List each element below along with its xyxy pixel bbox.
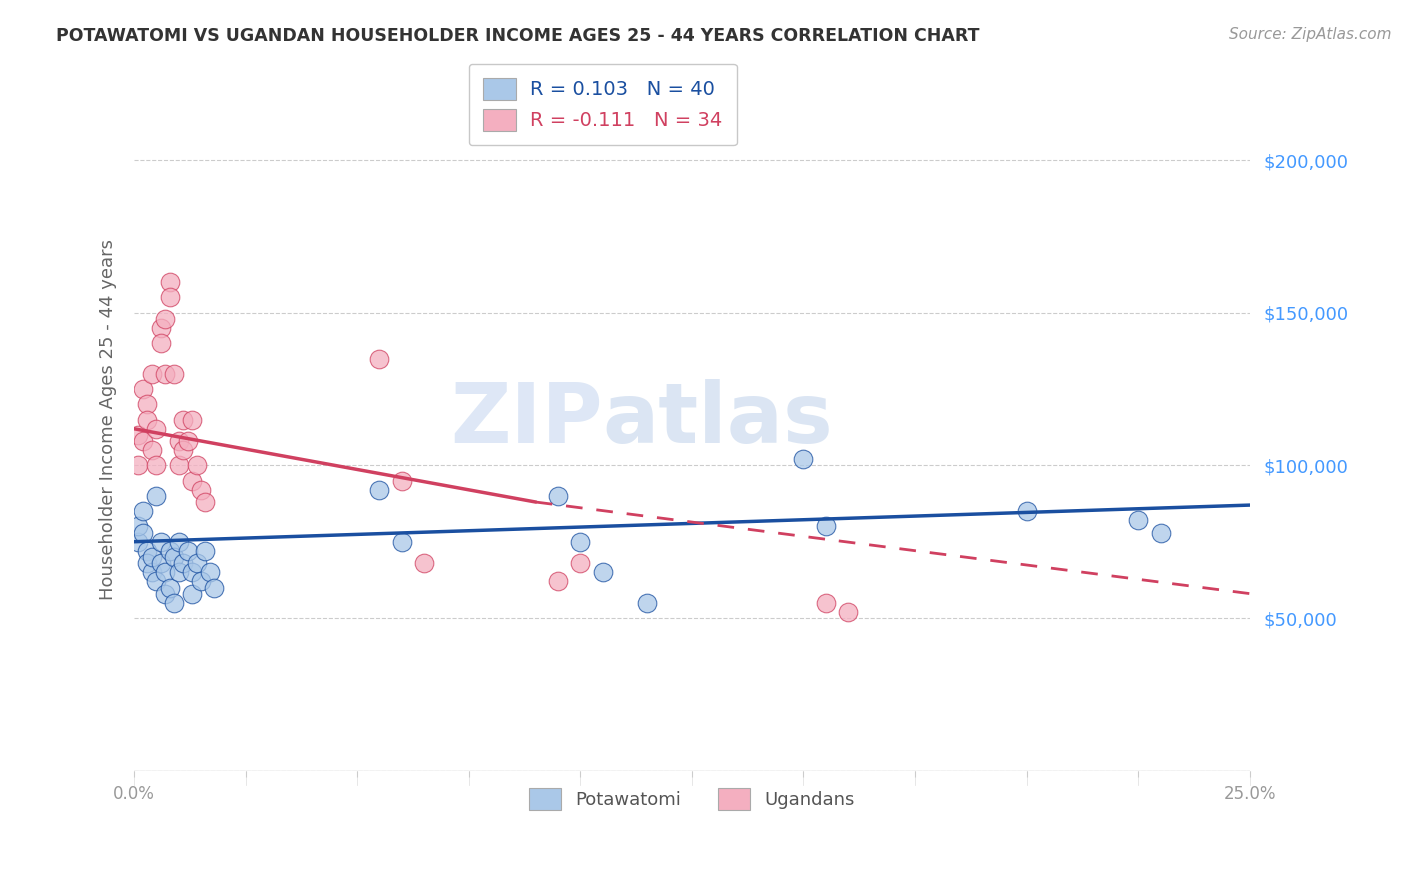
Point [159, 581, 181, 595]
Point [194, 544, 217, 558]
Point [1015, 504, 1038, 518]
Point [391, 474, 413, 488]
Point [167, 566, 190, 580]
Point [837, 605, 859, 619]
Point [792, 452, 814, 467]
Point [155, 311, 177, 326]
Point [141, 566, 163, 580]
Point [172, 443, 194, 458]
Point [132, 382, 155, 396]
Point [547, 574, 569, 589]
Point [181, 566, 204, 580]
Point [368, 351, 391, 366]
Point [159, 275, 181, 289]
Point [163, 367, 186, 381]
Point [145, 489, 167, 503]
Point [145, 422, 167, 436]
Point [136, 544, 159, 558]
Point [181, 474, 204, 488]
Point [159, 544, 181, 558]
Text: Source: ZipAtlas.com: Source: ZipAtlas.com [1229, 27, 1392, 42]
Point [190, 574, 212, 589]
Point [145, 458, 167, 473]
Point [368, 483, 391, 497]
Point [592, 566, 614, 580]
Point [181, 412, 204, 426]
Point [172, 412, 194, 426]
Point [569, 556, 592, 570]
Point [167, 458, 190, 473]
Point [176, 544, 198, 558]
Point [145, 574, 167, 589]
Point [141, 443, 163, 458]
Point [547, 489, 569, 503]
Point [136, 556, 159, 570]
Point [814, 519, 837, 533]
Point [127, 428, 149, 442]
Y-axis label: Householder Income Ages 25 - 44 years: Householder Income Ages 25 - 44 years [100, 239, 117, 600]
Point [176, 434, 198, 448]
Legend: Potawatomi, Ugandans: Potawatomi, Ugandans [515, 774, 869, 825]
Point [127, 534, 149, 549]
Point [181, 586, 204, 600]
Point [186, 458, 208, 473]
Text: atlas: atlas [603, 379, 834, 460]
Point [636, 596, 658, 610]
Point [190, 483, 212, 497]
Point [136, 397, 159, 411]
Point [569, 534, 592, 549]
Point [202, 581, 225, 595]
Point [186, 556, 208, 570]
Point [149, 321, 172, 335]
Point [814, 596, 837, 610]
Point [132, 434, 155, 448]
Point [159, 291, 181, 305]
Point [198, 566, 221, 580]
Point [155, 367, 177, 381]
Point [127, 458, 149, 473]
Point [141, 367, 163, 381]
Point [1149, 525, 1171, 540]
Point [1128, 513, 1150, 527]
Point [167, 434, 190, 448]
Point [167, 534, 190, 549]
Point [172, 556, 194, 570]
Point [141, 549, 163, 564]
Point [163, 549, 186, 564]
Point [413, 556, 436, 570]
Point [127, 519, 149, 533]
Point [132, 525, 155, 540]
Text: POTAWATOMI VS UGANDAN HOUSEHOLDER INCOME AGES 25 - 44 YEARS CORRELATION CHART: POTAWATOMI VS UGANDAN HOUSEHOLDER INCOME… [56, 27, 980, 45]
Point [194, 495, 217, 509]
Point [136, 412, 159, 426]
Point [163, 596, 186, 610]
Point [149, 556, 172, 570]
Point [155, 586, 177, 600]
Point [149, 336, 172, 351]
Point [149, 534, 172, 549]
Point [391, 534, 413, 549]
Point [132, 504, 155, 518]
Text: ZIP: ZIP [450, 379, 603, 460]
Point [155, 566, 177, 580]
